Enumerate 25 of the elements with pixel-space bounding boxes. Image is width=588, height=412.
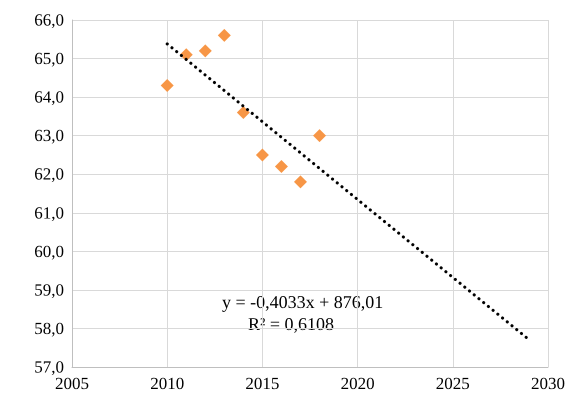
point [218,28,231,42]
annotation: y = -0,4033x + 876,01 [222,292,384,312]
point [313,129,326,142]
x-tick-label: 2030 [531,374,565,393]
y-tick-label: 66,0 [34,10,64,30]
y-tick-label: 59,0 [34,280,64,300]
point [160,79,174,92]
x-tick-label: 2025 [436,374,470,393]
x-tick-label: 2005 [55,374,89,393]
point [274,160,288,174]
y-tick-label: 61,0 [34,203,64,222]
x-tick-label: 2015 [245,374,280,393]
point [256,148,269,162]
point [198,44,212,58]
point [236,106,250,120]
point [294,175,307,188]
y-tick-label: 57,0 [34,358,64,376]
y-tick-label: 60,0 [34,242,64,261]
y-tick-label: 58,0 [34,318,64,338]
y-tick-label: 65,0 [34,49,64,68]
y-tick-label: 63,0 [34,126,64,146]
x-tick-label: 2010 [150,374,184,393]
y-tick-label: 62,0 [34,164,64,184]
x-tick-label: 2020 [340,374,375,393]
y-tick-label: 64,0 [34,88,64,107]
